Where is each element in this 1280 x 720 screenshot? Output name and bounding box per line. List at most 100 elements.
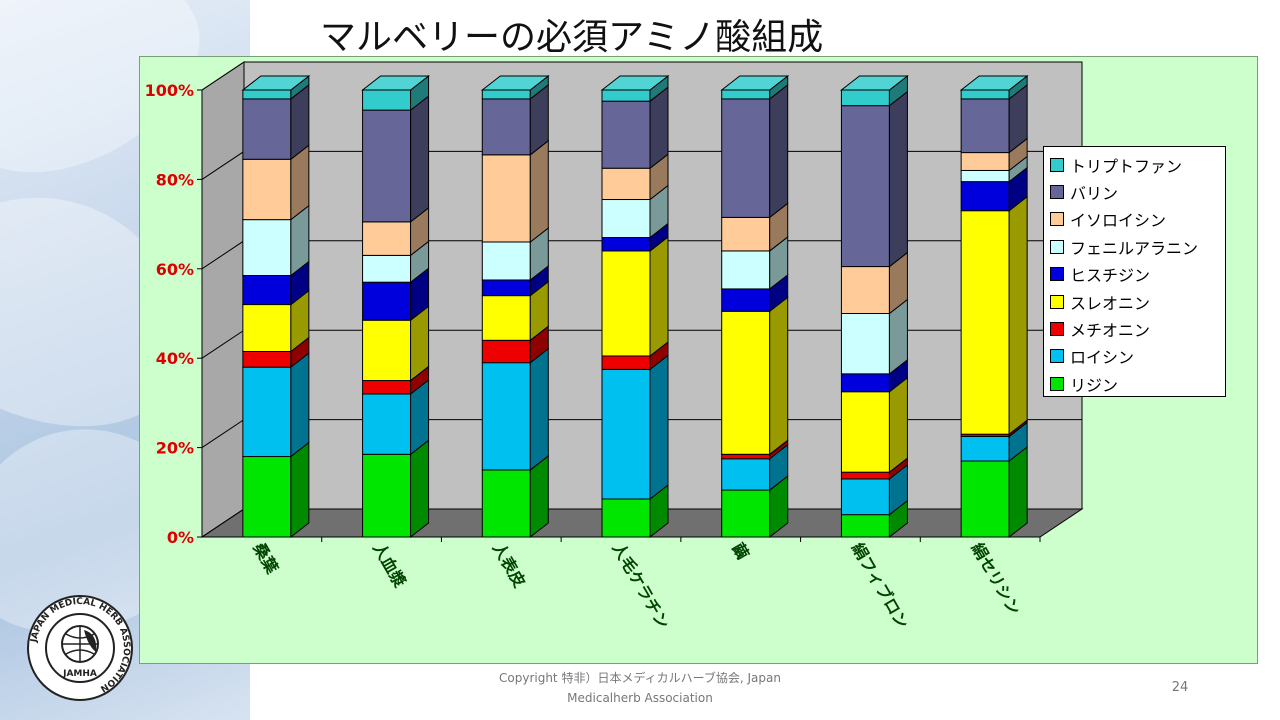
legend-item: トリプトファン bbox=[1050, 151, 1219, 178]
jamha-logo: JAPAN MEDICAL HERB ASSOCIATION JAMHA bbox=[24, 592, 136, 704]
bar-segment-top bbox=[241, 75, 311, 91]
legend-swatch bbox=[1050, 185, 1064, 200]
y-tick-label: 80% bbox=[156, 170, 194, 189]
legend-label: ロイシン bbox=[1070, 348, 1135, 368]
bar-segment bbox=[601, 250, 651, 357]
bar-segment-side bbox=[769, 296, 789, 456]
bar-segment bbox=[840, 478, 890, 516]
legend-swatch bbox=[1050, 157, 1064, 172]
bar-segment-top bbox=[361, 75, 431, 91]
bar-segment-top bbox=[720, 75, 790, 91]
copyright-line-1: Copyright 特非）日本メディカルハーブ協会, Japan bbox=[499, 671, 781, 685]
bar-segment bbox=[362, 109, 412, 223]
bar-segment bbox=[721, 216, 771, 252]
bar-segment bbox=[601, 167, 651, 201]
x-tick-label: 人表皮 bbox=[489, 540, 529, 591]
legend-item: イソロイシン bbox=[1050, 206, 1219, 233]
bar-segment bbox=[601, 498, 651, 538]
bar-segment bbox=[601, 355, 651, 370]
bar-segment-top bbox=[600, 75, 670, 91]
bar-segment bbox=[601, 199, 651, 239]
bar-segment bbox=[840, 373, 890, 393]
bar-segment bbox=[721, 489, 771, 538]
bar-segment bbox=[840, 514, 890, 538]
bar-segment-side bbox=[1008, 445, 1028, 539]
bar-segment bbox=[601, 89, 651, 102]
bar-segment-top bbox=[480, 75, 550, 91]
bar-segment bbox=[601, 368, 651, 500]
copyright-footer: Copyright 特非）日本メディカルハーブ協会, Japan Medical… bbox=[440, 668, 840, 708]
bar-segment bbox=[362, 221, 412, 256]
bar-segment-side bbox=[529, 139, 549, 244]
jamha-logo-mark: JAPAN MEDICAL HERB ASSOCIATION JAMHA bbox=[27, 595, 133, 701]
bar-segment bbox=[242, 456, 292, 538]
bar-segment bbox=[960, 460, 1010, 538]
bar-segment bbox=[481, 241, 531, 281]
chart-side-wall bbox=[201, 61, 245, 538]
bar-segment bbox=[242, 366, 292, 458]
bar-segment bbox=[601, 100, 651, 169]
x-tick-label: 人血漿 bbox=[369, 540, 410, 592]
slide-title: マルベリーの必須アミノ酸組成 bbox=[320, 17, 824, 58]
bar-segment bbox=[840, 313, 890, 375]
bar-segment-side bbox=[1008, 195, 1028, 436]
bar-segment-side bbox=[290, 441, 310, 539]
x-tick-label: 桑葉 bbox=[249, 539, 282, 578]
bar-segment-side bbox=[769, 83, 789, 219]
x-tick-label: 人毛ケラチン bbox=[609, 540, 673, 633]
bar-segment bbox=[960, 89, 1010, 100]
bar-segment bbox=[362, 393, 412, 455]
bar-segment bbox=[960, 98, 1010, 154]
bar-segment bbox=[960, 152, 1010, 171]
bar-segment bbox=[481, 362, 531, 471]
bar-segment-top bbox=[839, 75, 909, 91]
legend-label: スレオニン bbox=[1070, 293, 1151, 313]
bar-segment bbox=[362, 380, 412, 395]
bar-segment bbox=[721, 453, 771, 460]
bar-segment bbox=[242, 304, 292, 352]
bar-segment bbox=[481, 98, 531, 156]
bar-segment-side bbox=[410, 95, 430, 223]
legend-swatch bbox=[1050, 294, 1064, 309]
legend-swatch bbox=[1050, 376, 1064, 391]
legend-swatch bbox=[1050, 267, 1064, 282]
legend-label: メチオニン bbox=[1070, 321, 1151, 341]
legend-label: トリプトファン bbox=[1070, 156, 1183, 176]
bar-segment bbox=[242, 158, 292, 221]
bar-segment-side bbox=[888, 90, 908, 268]
bar-segment bbox=[362, 254, 412, 283]
legend-item: ヒスチジン bbox=[1050, 261, 1219, 288]
legend-label: リジン bbox=[1070, 375, 1119, 395]
y-tick-label: 0% bbox=[167, 528, 194, 547]
y-tick-label: 100% bbox=[145, 81, 194, 100]
bar-segment-side bbox=[649, 354, 669, 501]
bar-segment bbox=[721, 98, 771, 218]
page-number: 24 bbox=[1171, 680, 1189, 695]
bar-segment-top bbox=[959, 75, 1029, 91]
bar-segment bbox=[362, 281, 412, 321]
legend-label: イソロイシン bbox=[1070, 211, 1167, 231]
legend-item: メチオニン bbox=[1050, 315, 1219, 342]
bar-segment bbox=[721, 89, 771, 100]
legend-item: バリン bbox=[1050, 178, 1219, 205]
bar-segment-side bbox=[649, 235, 669, 357]
bar-segment bbox=[481, 295, 531, 341]
legend-item: ロイシン bbox=[1050, 343, 1219, 370]
bar-segment bbox=[481, 339, 531, 364]
bar-segment-side bbox=[529, 347, 549, 471]
copyright-line-2: Medicalherb Association bbox=[567, 691, 713, 705]
bar-segment bbox=[721, 288, 771, 312]
bar-segment-side bbox=[290, 352, 310, 458]
legend-item: スレオニン bbox=[1050, 288, 1219, 315]
x-tick-label: 繭 bbox=[728, 540, 752, 563]
legend-swatch bbox=[1050, 349, 1064, 364]
bar-segment bbox=[362, 89, 412, 111]
bar-segment bbox=[242, 89, 292, 100]
bar-segment bbox=[960, 181, 1010, 212]
bar-segment bbox=[721, 310, 771, 455]
bar-segment bbox=[362, 319, 412, 382]
bar-segment-side bbox=[410, 439, 430, 539]
bar-segment bbox=[840, 471, 890, 480]
legend-swatch bbox=[1050, 239, 1064, 254]
